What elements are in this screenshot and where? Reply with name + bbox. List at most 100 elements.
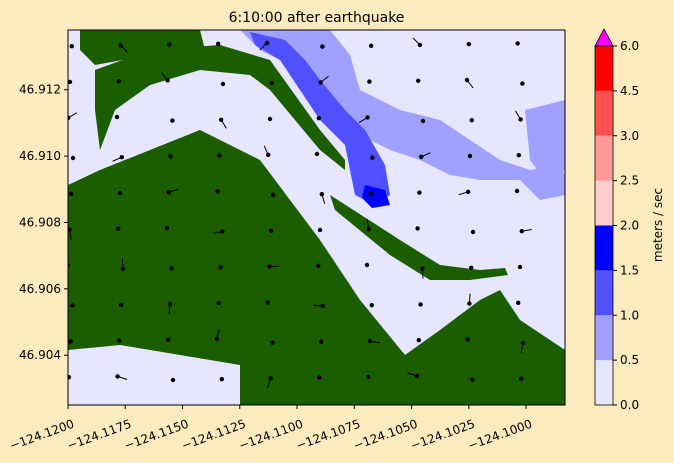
velocity-arrow <box>269 265 280 268</box>
station-dot <box>314 151 320 157</box>
station-dot <box>515 41 520 46</box>
shoal-patches <box>68 345 240 405</box>
station-dot <box>415 226 420 231</box>
velocity-arrow <box>121 258 124 270</box>
station-dot <box>114 114 120 120</box>
velocity-arrow <box>220 119 227 129</box>
station-dot <box>170 118 175 123</box>
velocity-arrow <box>161 72 168 81</box>
station-dot <box>267 264 272 269</box>
velocity-arrow <box>68 112 78 119</box>
velocity-arrow <box>521 228 532 232</box>
y-tick-label: 46.908 <box>19 215 61 229</box>
velocity-arrow <box>515 110 522 120</box>
velocity-arrow <box>358 116 368 123</box>
station-dot <box>467 153 473 159</box>
station-dot <box>117 338 122 343</box>
station-dot <box>369 303 374 308</box>
colorbar-segment <box>595 180 613 226</box>
velocity-arrow <box>117 375 128 380</box>
station-dot <box>119 302 124 307</box>
station-dot <box>470 377 475 382</box>
station-dot <box>465 337 470 342</box>
x-tick-label: −124.1075 <box>294 417 362 453</box>
station-dot <box>319 339 324 344</box>
colorbar-extend-max <box>594 28 614 47</box>
colorbar-segment <box>595 270 613 316</box>
colorbar-tick-label: 2.0 <box>620 219 639 233</box>
velocity-arrow <box>466 79 474 89</box>
velocity-arrow <box>263 145 269 156</box>
land-north <box>80 30 205 65</box>
station-dot <box>367 79 372 84</box>
station-dot <box>270 192 276 198</box>
station-dot <box>220 81 226 87</box>
station-dot <box>518 117 523 122</box>
station-dot <box>268 376 273 381</box>
station-dot <box>364 262 370 268</box>
x-axis: −124.1200−124.1175−124.1150−124.1125−124… <box>8 405 534 453</box>
station-dot <box>269 228 274 233</box>
velocity-arrow <box>520 342 524 353</box>
velocity-arrow <box>68 340 71 342</box>
station-dot <box>69 191 74 196</box>
land-channel-bank <box>330 195 508 280</box>
station-dot <box>168 154 173 159</box>
chart-title: 6:10:00 after earthquake <box>229 10 405 26</box>
station-dot <box>216 41 221 46</box>
colorbar-tick-label: 3.0 <box>620 129 639 143</box>
station-dot <box>70 303 75 308</box>
velocity-arrow <box>366 219 370 230</box>
station-dot <box>520 81 525 86</box>
station-dot <box>219 377 224 382</box>
colorbar-tick-label: 2.5 <box>620 174 639 188</box>
colorbar-segment <box>595 46 613 91</box>
station-dot <box>117 190 123 196</box>
station-dot <box>416 338 421 343</box>
speed-region-fast <box>362 185 390 208</box>
colorbar-tick-label: 0.5 <box>620 353 639 367</box>
colorbar-tick-label: 0.0 <box>620 398 639 412</box>
station-dot <box>470 229 476 235</box>
land-spit <box>95 45 345 170</box>
velocity-arrow <box>259 42 268 51</box>
colorbar-segment <box>595 360 613 405</box>
station-dot <box>166 337 171 342</box>
station-dot <box>316 116 321 121</box>
station-dot <box>514 188 520 194</box>
y-tick-label: 46.912 <box>19 83 61 97</box>
land-mass <box>68 130 565 405</box>
velocity-stations <box>68 37 532 389</box>
station-dot <box>68 375 71 380</box>
station-dot <box>216 301 221 306</box>
station-dot <box>115 374 120 379</box>
x-tick-label: −124.1025 <box>409 417 477 453</box>
colorbar-tick-label: 6.0 <box>620 39 639 53</box>
velocity-arrow <box>412 37 421 46</box>
station-dot <box>416 78 421 84</box>
velocity-arrow <box>321 194 326 204</box>
velocity-arrow <box>168 303 171 315</box>
plot-area: −124.1200−124.1175−124.1150−124.1125−124… <box>8 29 566 453</box>
velocity-arrow <box>369 340 380 344</box>
velocity-arrow <box>216 329 220 340</box>
x-tick-label: −124.1150 <box>122 417 190 453</box>
station-dot <box>267 116 273 122</box>
colorbar: 0.0 0.5 1.0 1.5 2.0 2.5 3.0 4.5 6.0 meters / sec <box>594 28 665 412</box>
velocity-arrow <box>68 229 72 240</box>
y-tick-label: 46.906 <box>19 282 61 296</box>
x-tick-label: −124.1200 <box>8 417 76 453</box>
y-axis: 46.904 46.906 46.908 46.910 46.912 <box>19 83 68 362</box>
station-dot <box>316 263 321 268</box>
station-dot <box>469 118 474 123</box>
station-dot <box>167 42 172 47</box>
speed-region-light-2 <box>525 100 565 180</box>
station-dot <box>68 79 73 85</box>
station-dot <box>418 302 423 307</box>
velocity-arrow <box>421 268 424 279</box>
station-dot <box>519 376 524 381</box>
colorbar-tick-label: 1.5 <box>620 263 639 277</box>
velocity-arrow <box>312 304 324 307</box>
station-dot <box>366 374 371 379</box>
station-dot <box>368 191 373 196</box>
